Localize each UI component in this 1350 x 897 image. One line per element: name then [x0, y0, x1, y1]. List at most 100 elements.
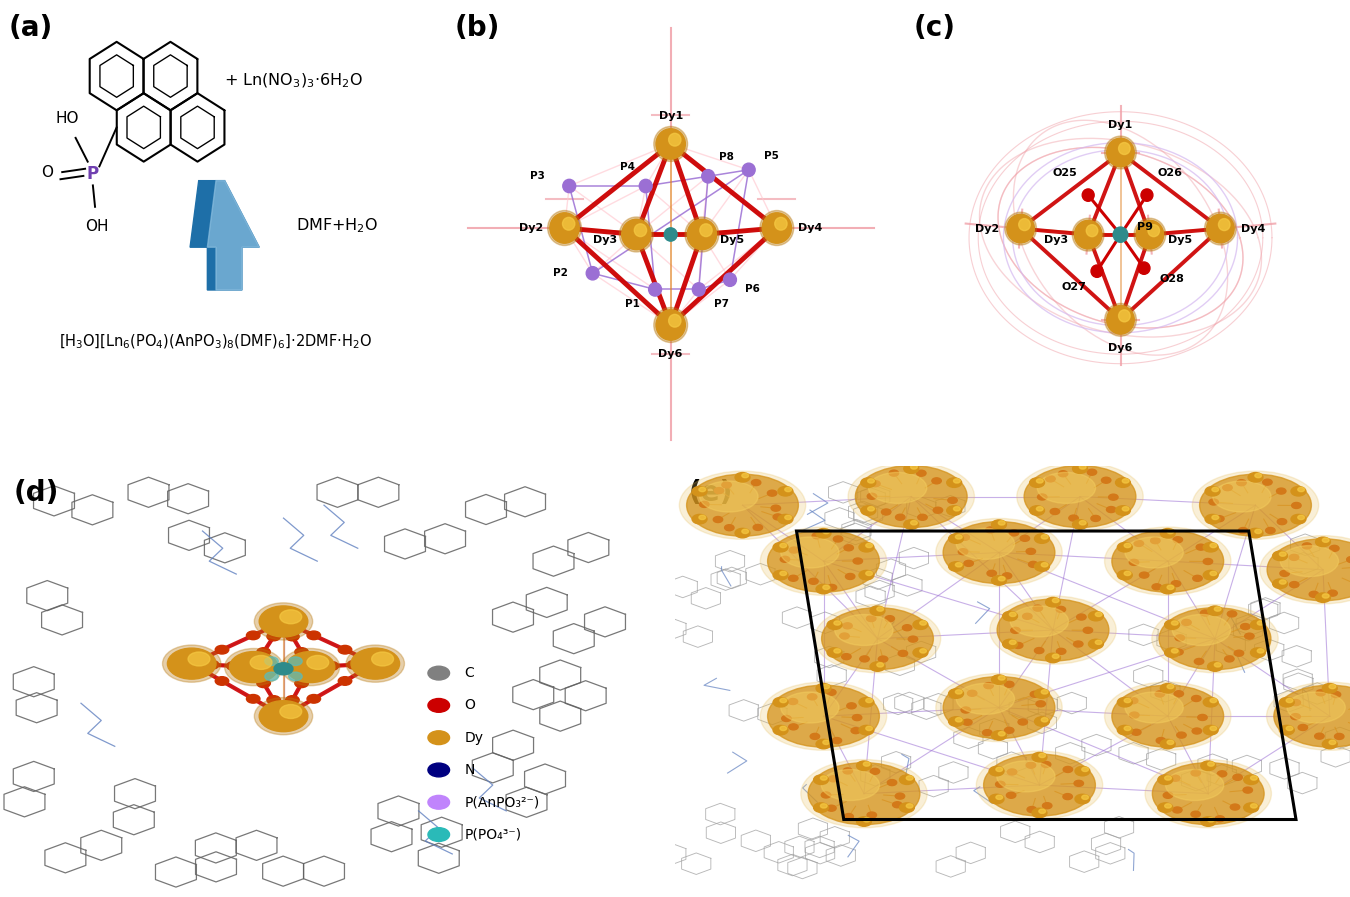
Circle shape — [810, 734, 819, 739]
Circle shape — [829, 776, 838, 782]
Circle shape — [865, 727, 872, 730]
Circle shape — [247, 694, 261, 703]
Ellipse shape — [848, 463, 975, 531]
Circle shape — [958, 549, 968, 554]
Circle shape — [1207, 662, 1223, 671]
Circle shape — [949, 562, 964, 571]
Circle shape — [1125, 544, 1131, 548]
Circle shape — [752, 480, 761, 485]
Circle shape — [821, 792, 830, 798]
Circle shape — [1203, 570, 1218, 579]
Circle shape — [871, 769, 880, 774]
Circle shape — [1125, 727, 1131, 730]
Circle shape — [856, 761, 872, 771]
Circle shape — [743, 529, 748, 534]
Circle shape — [1250, 804, 1257, 808]
Circle shape — [1315, 733, 1324, 739]
Circle shape — [1250, 648, 1265, 658]
Circle shape — [784, 487, 791, 492]
Circle shape — [668, 314, 680, 327]
Circle shape — [842, 623, 852, 629]
Circle shape — [1018, 719, 1027, 725]
Text: Dy6: Dy6 — [1108, 344, 1133, 353]
Ellipse shape — [990, 596, 1116, 664]
Circle shape — [1131, 729, 1141, 736]
Circle shape — [1315, 537, 1330, 546]
Circle shape — [807, 693, 817, 700]
Text: P(AnPO₃²⁻): P(AnPO₃²⁻) — [464, 796, 540, 809]
Circle shape — [1174, 691, 1184, 697]
Circle shape — [1266, 527, 1276, 534]
Polygon shape — [208, 180, 259, 290]
Ellipse shape — [1112, 685, 1223, 747]
Circle shape — [1328, 684, 1335, 689]
Circle shape — [1050, 509, 1060, 515]
Circle shape — [1172, 649, 1179, 653]
Circle shape — [1156, 737, 1165, 744]
Circle shape — [1080, 520, 1085, 525]
Circle shape — [1181, 620, 1191, 625]
Circle shape — [782, 716, 791, 721]
Circle shape — [306, 631, 320, 640]
Circle shape — [1004, 213, 1037, 245]
Circle shape — [1125, 699, 1131, 702]
Ellipse shape — [1017, 463, 1143, 531]
Circle shape — [828, 620, 842, 630]
Circle shape — [699, 487, 706, 492]
Circle shape — [722, 482, 732, 488]
Circle shape — [1156, 691, 1165, 697]
Circle shape — [852, 715, 861, 720]
Circle shape — [306, 694, 320, 703]
Text: DMF+H$_2$O: DMF+H$_2$O — [296, 216, 378, 235]
Circle shape — [821, 776, 828, 780]
Circle shape — [1247, 473, 1262, 482]
Circle shape — [693, 514, 707, 524]
Circle shape — [548, 211, 582, 246]
Circle shape — [294, 679, 308, 688]
Circle shape — [205, 660, 219, 669]
Circle shape — [634, 224, 647, 237]
Circle shape — [895, 793, 905, 799]
Circle shape — [1108, 494, 1118, 501]
Circle shape — [1007, 214, 1034, 243]
Circle shape — [865, 699, 872, 702]
Circle shape — [871, 481, 880, 487]
Ellipse shape — [1266, 682, 1350, 750]
Text: P(PO₄³⁻): P(PO₄³⁻) — [464, 828, 521, 841]
Circle shape — [724, 273, 736, 286]
Circle shape — [844, 544, 853, 551]
Circle shape — [815, 684, 832, 693]
Circle shape — [1041, 762, 1050, 768]
Circle shape — [1173, 536, 1183, 543]
Circle shape — [1335, 734, 1345, 739]
Circle shape — [1041, 562, 1048, 567]
Circle shape — [841, 654, 850, 659]
Ellipse shape — [822, 607, 933, 670]
Circle shape — [699, 501, 709, 508]
Circle shape — [1031, 753, 1048, 762]
Circle shape — [998, 521, 1004, 525]
Ellipse shape — [1192, 471, 1319, 539]
Circle shape — [809, 579, 818, 584]
Circle shape — [788, 699, 798, 704]
Circle shape — [351, 649, 400, 679]
Circle shape — [1002, 573, 1011, 579]
Circle shape — [188, 652, 209, 666]
Circle shape — [821, 804, 828, 808]
Circle shape — [1026, 548, 1035, 554]
Circle shape — [1075, 766, 1089, 776]
Circle shape — [1081, 795, 1088, 799]
Circle shape — [1257, 621, 1264, 625]
Circle shape — [1022, 614, 1031, 619]
Circle shape — [814, 803, 829, 813]
Ellipse shape — [1172, 614, 1231, 646]
Circle shape — [1122, 479, 1129, 483]
Circle shape — [960, 535, 969, 540]
Circle shape — [1165, 620, 1180, 630]
Circle shape — [832, 737, 841, 744]
Circle shape — [956, 535, 963, 539]
Circle shape — [983, 729, 992, 736]
Circle shape — [1237, 480, 1246, 485]
Text: (d): (d) — [14, 479, 59, 508]
Circle shape — [1040, 753, 1045, 758]
